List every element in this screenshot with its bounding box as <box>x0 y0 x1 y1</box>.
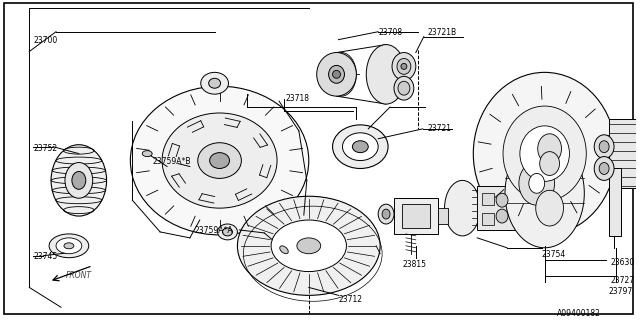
Ellipse shape <box>342 133 378 161</box>
Ellipse shape <box>223 228 232 236</box>
Ellipse shape <box>529 173 545 193</box>
Ellipse shape <box>210 153 230 169</box>
Ellipse shape <box>64 243 74 249</box>
Ellipse shape <box>328 65 344 83</box>
Ellipse shape <box>317 52 356 96</box>
Ellipse shape <box>142 151 152 156</box>
Text: 23815: 23815 <box>403 260 427 269</box>
Ellipse shape <box>49 234 89 258</box>
Bar <box>402 204 429 228</box>
Ellipse shape <box>445 180 480 236</box>
Bar <box>609 119 640 188</box>
Ellipse shape <box>398 81 410 95</box>
Bar <box>482 193 494 205</box>
Ellipse shape <box>519 162 555 205</box>
Bar <box>438 208 447 224</box>
Text: 23630: 23630 <box>610 258 634 267</box>
Ellipse shape <box>209 78 221 88</box>
Ellipse shape <box>496 193 508 207</box>
Ellipse shape <box>366 44 406 104</box>
Bar <box>394 198 438 234</box>
Ellipse shape <box>353 141 368 153</box>
Ellipse shape <box>540 152 559 175</box>
Ellipse shape <box>503 106 586 201</box>
Ellipse shape <box>397 59 411 74</box>
Ellipse shape <box>297 238 321 254</box>
Ellipse shape <box>131 86 308 235</box>
Ellipse shape <box>56 238 82 254</box>
Ellipse shape <box>594 156 614 180</box>
Text: 23721B: 23721B <box>428 28 457 37</box>
Ellipse shape <box>520 126 570 181</box>
Ellipse shape <box>162 113 277 208</box>
Ellipse shape <box>599 163 609 174</box>
Text: 23745: 23745 <box>33 252 58 261</box>
Ellipse shape <box>326 52 356 96</box>
Ellipse shape <box>505 139 584 248</box>
Text: 23754: 23754 <box>541 250 566 259</box>
Text: FRONT: FRONT <box>66 271 92 280</box>
Ellipse shape <box>394 76 414 100</box>
Ellipse shape <box>237 196 380 295</box>
Text: 23727: 23727 <box>610 276 634 284</box>
Ellipse shape <box>599 141 609 153</box>
Text: 23708: 23708 <box>378 28 403 37</box>
Text: 23752: 23752 <box>33 144 58 153</box>
Ellipse shape <box>218 224 237 240</box>
Text: 23759A*B: 23759A*B <box>152 156 191 165</box>
Ellipse shape <box>51 145 107 216</box>
Ellipse shape <box>271 220 346 272</box>
Text: 23712: 23712 <box>339 295 362 304</box>
Ellipse shape <box>536 190 563 226</box>
Ellipse shape <box>201 72 228 94</box>
Ellipse shape <box>333 125 388 169</box>
Text: 23718: 23718 <box>286 94 310 103</box>
Ellipse shape <box>496 209 508 223</box>
Text: 23759A*A: 23759A*A <box>195 226 234 235</box>
Ellipse shape <box>538 134 561 164</box>
Bar <box>482 213 494 225</box>
Ellipse shape <box>198 143 241 179</box>
Ellipse shape <box>65 163 93 198</box>
Ellipse shape <box>594 135 614 159</box>
Ellipse shape <box>333 70 340 78</box>
Ellipse shape <box>72 172 86 189</box>
Ellipse shape <box>401 63 407 69</box>
Text: 23700: 23700 <box>33 36 58 45</box>
Ellipse shape <box>392 52 416 80</box>
Bar <box>609 169 621 236</box>
Ellipse shape <box>474 72 616 235</box>
Text: A09400182: A09400182 <box>557 309 600 318</box>
Text: 23797: 23797 <box>608 287 632 296</box>
Ellipse shape <box>382 209 390 219</box>
Ellipse shape <box>378 204 394 224</box>
Ellipse shape <box>280 246 288 254</box>
Text: 23721: 23721 <box>428 124 452 133</box>
Bar <box>477 186 517 230</box>
